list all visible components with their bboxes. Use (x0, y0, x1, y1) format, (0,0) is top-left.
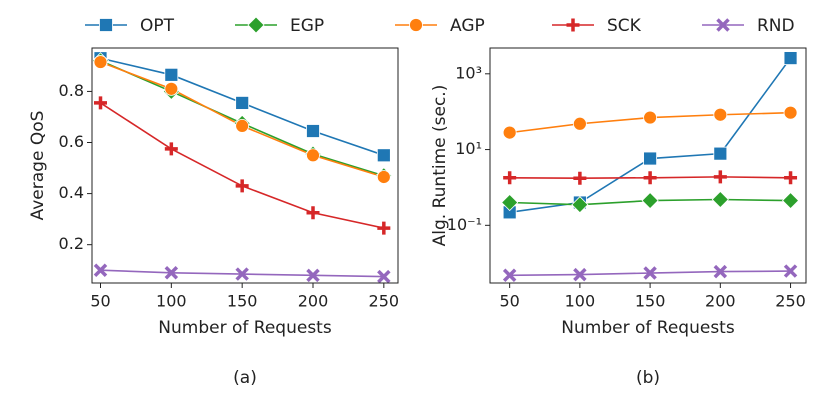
marker (93, 263, 108, 277)
x-tick-label: 50 (90, 292, 110, 311)
marker (573, 267, 587, 282)
marker (164, 81, 179, 96)
marker (571, 196, 589, 214)
marker (502, 268, 517, 283)
marker (409, 18, 423, 32)
marker (502, 125, 517, 140)
marker (643, 266, 657, 280)
subplot-caption: (a) (233, 368, 257, 388)
subplot-caption: (b) (636, 368, 660, 388)
marker (643, 110, 658, 125)
marker (377, 221, 391, 235)
marker (247, 16, 265, 34)
marker (306, 124, 320, 138)
marker (377, 269, 391, 284)
marker (93, 55, 108, 69)
marker (235, 179, 249, 193)
marker (784, 171, 798, 185)
marker (566, 18, 580, 32)
marker (713, 170, 727, 184)
legend-label: OPT (140, 16, 175, 36)
marker (716, 18, 730, 32)
x-tick-label: 200 (298, 292, 329, 311)
marker (573, 171, 587, 185)
marker (235, 119, 250, 133)
legend-label: RND (757, 16, 795, 36)
marker (713, 107, 728, 122)
legend-label: SCK (607, 16, 642, 36)
x-tick-label: 250 (775, 292, 806, 311)
series-line (509, 57, 792, 214)
x-axis-label: Number of Requests (158, 318, 332, 338)
y-tick-label: 0.4 (59, 183, 84, 202)
marker (503, 171, 517, 185)
marker (783, 105, 798, 120)
marker (306, 268, 320, 283)
marker (572, 116, 587, 131)
x-tick-label: 150 (635, 292, 666, 311)
marker (643, 151, 658, 166)
marker (164, 67, 179, 82)
marker (376, 148, 391, 163)
plot-frame (91, 47, 399, 284)
marker (781, 192, 800, 210)
y-tick-label: 0.8 (59, 81, 84, 100)
y-tick-label: 10³ (455, 63, 482, 82)
marker (164, 142, 178, 156)
x-tick-label: 100 (156, 292, 187, 311)
marker (713, 146, 728, 161)
marker (711, 190, 729, 209)
x-tick-label: 200 (705, 292, 736, 311)
y-tick-label: 0.6 (59, 132, 84, 151)
plot-frame (489, 47, 807, 284)
marker (641, 192, 659, 210)
marker (235, 267, 249, 281)
marker (235, 96, 250, 110)
y-tick-label: 10⁻¹ (447, 215, 482, 234)
y-axis-label: Alg. Runtime (sec.) (430, 85, 450, 247)
legend-label: AGP (450, 16, 485, 36)
marker (94, 96, 107, 110)
marker (306, 206, 320, 220)
legend-label: EGP (290, 16, 324, 36)
y-axis-label: Average QoS (28, 111, 48, 221)
x-axis-label: Number of Requests (561, 318, 735, 338)
x-tick-label: 250 (369, 292, 400, 311)
marker (306, 148, 320, 163)
x-tick-label: 50 (499, 292, 519, 311)
marker (376, 170, 391, 184)
y-tick-label: 10¹ (455, 139, 482, 158)
x-tick-label: 100 (565, 292, 596, 311)
marker (164, 266, 179, 280)
marker (783, 51, 798, 65)
x-tick-label: 150 (227, 292, 258, 311)
y-tick-label: 0.2 (59, 234, 84, 253)
marker (643, 171, 657, 185)
marker (99, 18, 113, 32)
marker (501, 193, 519, 212)
marker (713, 264, 728, 279)
marker (783, 264, 798, 278)
